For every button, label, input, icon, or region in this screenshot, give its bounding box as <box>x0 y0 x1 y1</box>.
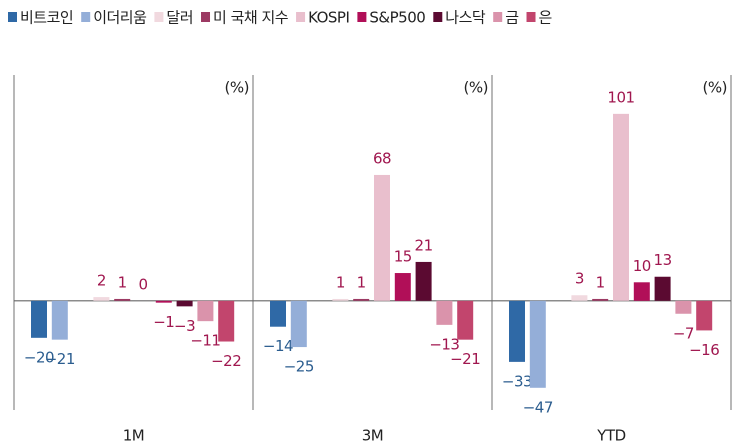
bar <box>270 300 286 327</box>
data-label: −3 <box>174 317 195 335</box>
data-label: −1 <box>153 313 174 331</box>
bar <box>633 282 650 301</box>
legend-label: S&P500 <box>369 9 425 27</box>
legend-swatch <box>433 12 443 22</box>
bar <box>394 273 411 301</box>
legend-swatch <box>154 12 164 22</box>
legend-swatch <box>296 12 306 22</box>
data-label: 3 <box>575 270 584 288</box>
legend-label: 이더리움 <box>93 9 146 27</box>
unit-label: (%) <box>225 79 249 97</box>
legend-swatch <box>8 12 17 22</box>
data-label: 1 <box>596 273 605 291</box>
bar <box>613 113 629 301</box>
data-label: −11 <box>190 332 220 350</box>
bar <box>696 300 713 331</box>
bar <box>592 298 609 301</box>
legend-swatch <box>357 12 367 22</box>
data-label: −47 <box>523 398 553 416</box>
bar <box>290 300 307 348</box>
unit-label: (%) <box>464 79 488 97</box>
bar <box>31 300 47 338</box>
legend-label: 달러 <box>166 9 193 27</box>
data-label: −21 <box>450 350 480 368</box>
bar <box>436 300 453 325</box>
legend-label: 나스닥 <box>445 9 486 27</box>
bar <box>457 300 474 340</box>
data-label: 21 <box>415 236 433 254</box>
data-label: 68 <box>373 149 391 167</box>
bar <box>415 261 432 301</box>
legend-label: 금 <box>505 9 519 27</box>
data-label: 2 <box>97 272 106 290</box>
data-label: 101 <box>607 88 634 106</box>
bar <box>675 300 692 314</box>
bar <box>654 276 671 301</box>
data-label: −22 <box>211 352 241 370</box>
legend-swatch <box>526 12 536 22</box>
bar <box>332 298 349 301</box>
legend-label: KOSPI <box>308 9 349 27</box>
x-tick-label: 3M <box>362 427 384 445</box>
bar <box>353 298 370 301</box>
bar <box>529 300 546 388</box>
x-tick-label: 1M <box>123 427 145 445</box>
bar <box>93 297 110 301</box>
data-label: −21 <box>45 350 75 368</box>
legend-label: 은 <box>539 9 552 27</box>
data-label: 0 <box>138 275 147 293</box>
bar <box>176 300 193 307</box>
data-label: 1 <box>336 273 345 291</box>
data-label: −20 <box>24 348 54 366</box>
legend-swatch <box>493 12 503 22</box>
bar <box>571 295 588 301</box>
bar <box>114 298 131 301</box>
data-label: 15 <box>394 248 412 266</box>
data-label: −25 <box>284 358 314 376</box>
legend-swatch <box>81 12 91 22</box>
data-label: −33 <box>502 372 532 390</box>
bar <box>155 300 172 303</box>
legend-swatch <box>201 12 211 22</box>
data-label: 13 <box>654 251 672 269</box>
data-label: −16 <box>689 341 719 359</box>
legend-label: 미 국채 지수 <box>213 9 288 27</box>
data-label: 1 <box>118 273 127 291</box>
bar <box>509 300 525 362</box>
data-label: −13 <box>429 335 459 353</box>
bar <box>197 300 214 322</box>
legend-label: 비트코인 <box>20 9 73 27</box>
data-label: 1 <box>357 273 366 291</box>
data-label: 10 <box>633 257 651 275</box>
data-label: −14 <box>263 337 293 355</box>
data-label: −7 <box>673 324 694 342</box>
bar <box>374 174 390 301</box>
bar <box>51 300 68 340</box>
bar <box>218 300 235 342</box>
unit-label: (%) <box>703 79 727 97</box>
x-tick-label: YTD <box>596 427 625 445</box>
